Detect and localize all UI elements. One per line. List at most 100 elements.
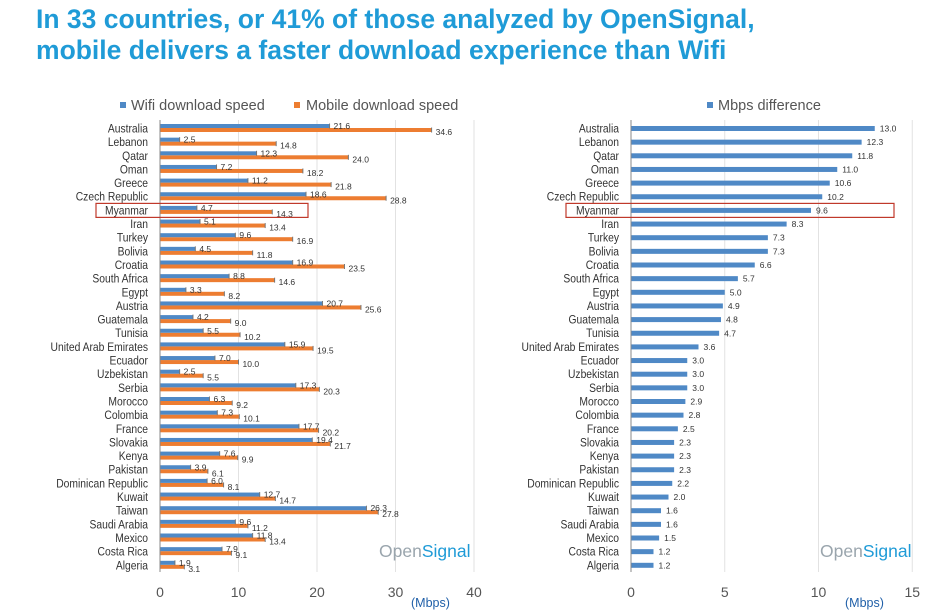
data-label-difference-greece: 10.6 (835, 178, 852, 188)
bar-difference-turkey (631, 235, 768, 241)
data-label-difference-ecuador: 3.0 (692, 356, 704, 366)
bar-wifi-croatia (160, 260, 293, 265)
data-label-difference-austria: 4.9 (728, 301, 740, 311)
data-label-mobile-ecuador: 10.0 (243, 359, 260, 369)
bar-difference-pakistan (631, 467, 675, 473)
bar-wifi-qatar (160, 151, 257, 156)
bar-wifi-costa-rica (160, 547, 223, 552)
x-tick-label: 20 (309, 584, 325, 600)
x-tick-label: 0 (627, 584, 635, 600)
data-label-mobile-pakistan: 6.1 (212, 468, 224, 478)
bar-wifi-egypt (160, 287, 186, 292)
bar-wifi-austria (160, 301, 323, 306)
data-label-wifi-croatia: 16.9 (297, 258, 314, 268)
data-label-difference-croatia: 6.6 (760, 260, 772, 270)
opensignal-watermark: OpenSignal (820, 541, 911, 561)
x-tick-label: 40 (466, 584, 482, 600)
data-label-difference-bolivia: 7.3 (773, 246, 785, 256)
category-label-croatia: Croatia (586, 259, 620, 272)
data-label-mobile-united-arab-emirates: 19.5 (317, 345, 334, 355)
data-label-mobile-serbia: 20.3 (323, 386, 340, 396)
data-label-difference-myanmar: 9.6 (816, 205, 828, 215)
bar-difference-dominican-republic (631, 480, 673, 486)
data-label-difference-france: 2.5 (683, 424, 695, 434)
data-label-mobile-slovakia: 21.7 (334, 441, 351, 451)
highlight-box-myanmar (95, 202, 309, 218)
data-label-difference-uzbekistan: 3.0 (692, 369, 704, 379)
data-label-mobile-uzbekistan: 5.5 (207, 373, 219, 383)
data-label-wifi-morocco: 6.3 (213, 394, 225, 404)
bar-difference-serbia (631, 385, 688, 391)
category-label-iran: Iran (601, 218, 619, 231)
category-label-algeria: Algeria (587, 560, 620, 573)
data-label-difference-kenya: 2.3 (679, 451, 691, 461)
bar-difference-egypt (631, 289, 725, 295)
data-label-difference-south-africa: 5.7 (743, 274, 755, 284)
data-label-difference-lebanon: 12.3 (867, 137, 884, 147)
data-label-mobile-bolivia: 11.8 (257, 250, 273, 260)
data-label-mobile-lebanon: 14.8 (280, 141, 297, 151)
legend-label-difference: Mbps difference (718, 98, 821, 114)
bar-mobile-bolivia (160, 250, 253, 255)
category-label-iran: Iran (130, 218, 148, 231)
bar-wifi-lebanon (160, 137, 180, 142)
data-label-wifi-guatemala: 4.2 (197, 312, 209, 322)
bar-wifi-iran (160, 219, 201, 224)
category-label-austria: Austria (116, 300, 149, 313)
data-label-wifi-greece: 11.2 (252, 176, 268, 186)
bar-difference-guatemala (631, 317, 721, 323)
data-label-difference-kuwait: 2.0 (674, 492, 686, 502)
bar-difference-south-africa (631, 276, 738, 282)
data-label-mobile-greece: 21.8 (335, 182, 352, 192)
category-label-mexico: Mexico (115, 532, 148, 545)
bar-mobile-colombia (160, 414, 240, 419)
category-label-myanmar: Myanmar (105, 205, 148, 218)
category-label-france: France (587, 423, 619, 436)
bar-wifi-kuwait (160, 492, 260, 497)
bar-difference-uzbekistan (631, 371, 688, 377)
category-label-slovakia: Slovakia (580, 437, 620, 450)
bar-wifi-myanmar (160, 205, 197, 210)
data-label-mobile-kenya: 9.9 (242, 455, 254, 465)
data-label-mobile-colombia: 10.1 (243, 414, 260, 424)
x-tick-label: 30 (388, 584, 404, 600)
bar-mobile-turkey (160, 237, 293, 242)
category-label-serbia: Serbia (589, 382, 620, 395)
category-label-australia: Australia (108, 123, 149, 136)
data-label-wifi-czech-republic: 18.6 (310, 189, 327, 199)
bar-mobile-uzbekistan (160, 373, 204, 378)
category-label-morocco: Morocco (108, 396, 148, 409)
bar-difference-oman (631, 166, 838, 172)
data-label-wifi-kuwait: 12.7 (264, 490, 281, 500)
data-label-difference-serbia: 3.0 (692, 383, 704, 393)
data-label-mobile-egypt: 8.2 (228, 291, 240, 301)
category-label-lebanon: Lebanon (108, 136, 148, 149)
bar-difference-qatar (631, 153, 853, 159)
data-label-wifi-france: 17.7 (303, 421, 320, 431)
bar-mobile-egypt (160, 291, 225, 296)
bar-wifi-greece (160, 178, 248, 183)
category-label-south-africa: South Africa (92, 273, 148, 286)
bar-difference-lebanon (631, 139, 862, 145)
bar-wifi-tunisia (160, 328, 204, 333)
data-label-difference-dominican-republic: 2.2 (677, 478, 689, 488)
bar-mobile-algeria (160, 564, 185, 569)
category-label-pakistan: Pakistan (108, 464, 148, 477)
category-label-turkey: Turkey (588, 232, 620, 245)
category-label-oman: Oman (591, 164, 619, 177)
data-label-wifi-slovakia: 19.4 (316, 435, 333, 445)
category-label-ecuador: Ecuador (581, 355, 620, 368)
category-label-bolivia: Bolivia (118, 246, 149, 259)
bar-wifi-taiwan (160, 506, 367, 511)
category-label-saudi-arabia: Saudi Arabia (560, 519, 619, 532)
bar-mobile-kenya (160, 455, 238, 460)
bar-difference-australia (631, 126, 875, 131)
bar-wifi-australia (160, 124, 330, 128)
bar-mobile-dominican-republic (160, 482, 224, 487)
bar-wifi-dominican-republic (160, 478, 208, 483)
category-label-united-arab-emirates: United Arab Emirates (51, 341, 149, 354)
x-tick-label: 5 (721, 584, 729, 600)
bar-difference-morocco (631, 399, 686, 404)
category-label-guatemala: Guatemala (98, 314, 149, 327)
